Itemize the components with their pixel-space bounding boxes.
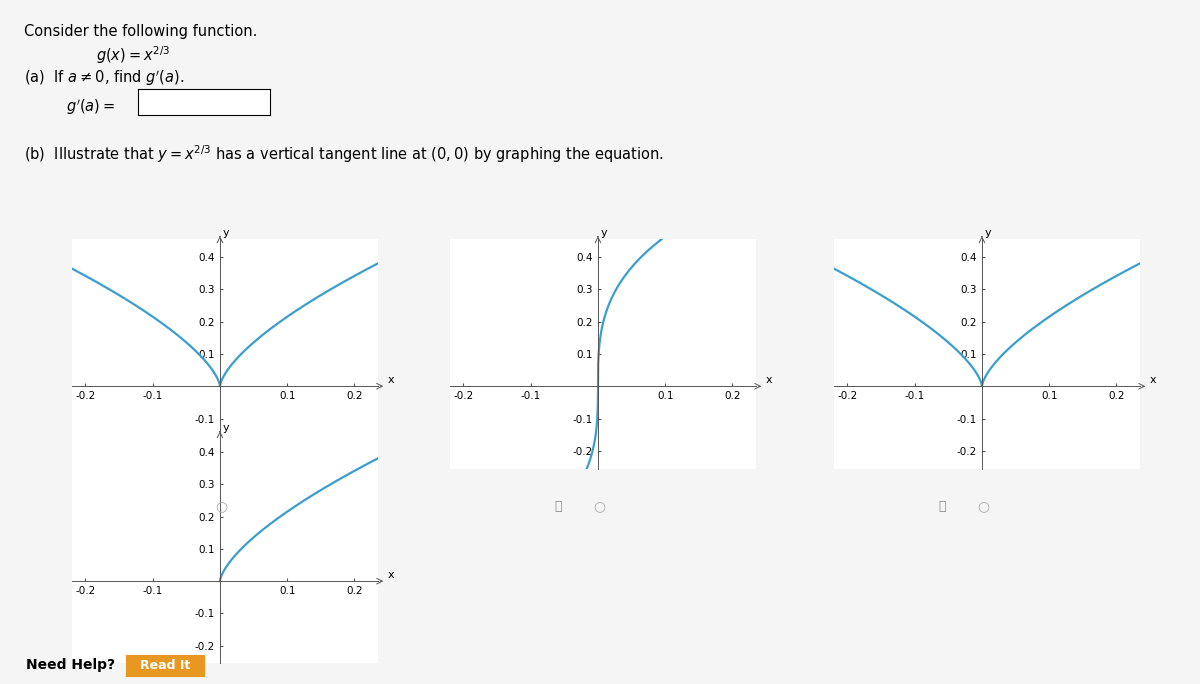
Text: Read It: Read It [140, 659, 190, 672]
Text: ○: ○ [594, 499, 606, 513]
Text: $g'(a) =$: $g'(a) =$ [66, 97, 115, 117]
Text: ⓘ: ⓘ [938, 499, 946, 513]
Text: y: y [601, 228, 607, 238]
Text: x: x [388, 570, 395, 580]
Text: Need Help?: Need Help? [26, 658, 115, 672]
Text: y: y [223, 228, 229, 238]
Text: y: y [985, 228, 991, 238]
Text: ⓘ: ⓘ [554, 499, 562, 513]
Text: Consider the following function.: Consider the following function. [24, 24, 257, 39]
Text: (a)  If $a \neq 0$, find $g'(a)$.: (a) If $a \neq 0$, find $g'(a)$. [24, 68, 185, 88]
Text: ○: ○ [978, 499, 990, 513]
Text: (b)  Illustrate that $y = x^{2/3}$ has a vertical tangent line at $(0, 0)$ by gr: (b) Illustrate that $y = x^{2/3}$ has a … [24, 144, 664, 166]
Text: y: y [223, 423, 229, 433]
Text: x: x [388, 376, 395, 385]
Text: x: x [766, 376, 773, 385]
Text: $g(x) = x^{2/3}$: $g(x) = x^{2/3}$ [96, 44, 170, 66]
Text: ○: ○ [216, 499, 228, 513]
Text: x: x [1150, 376, 1157, 385]
